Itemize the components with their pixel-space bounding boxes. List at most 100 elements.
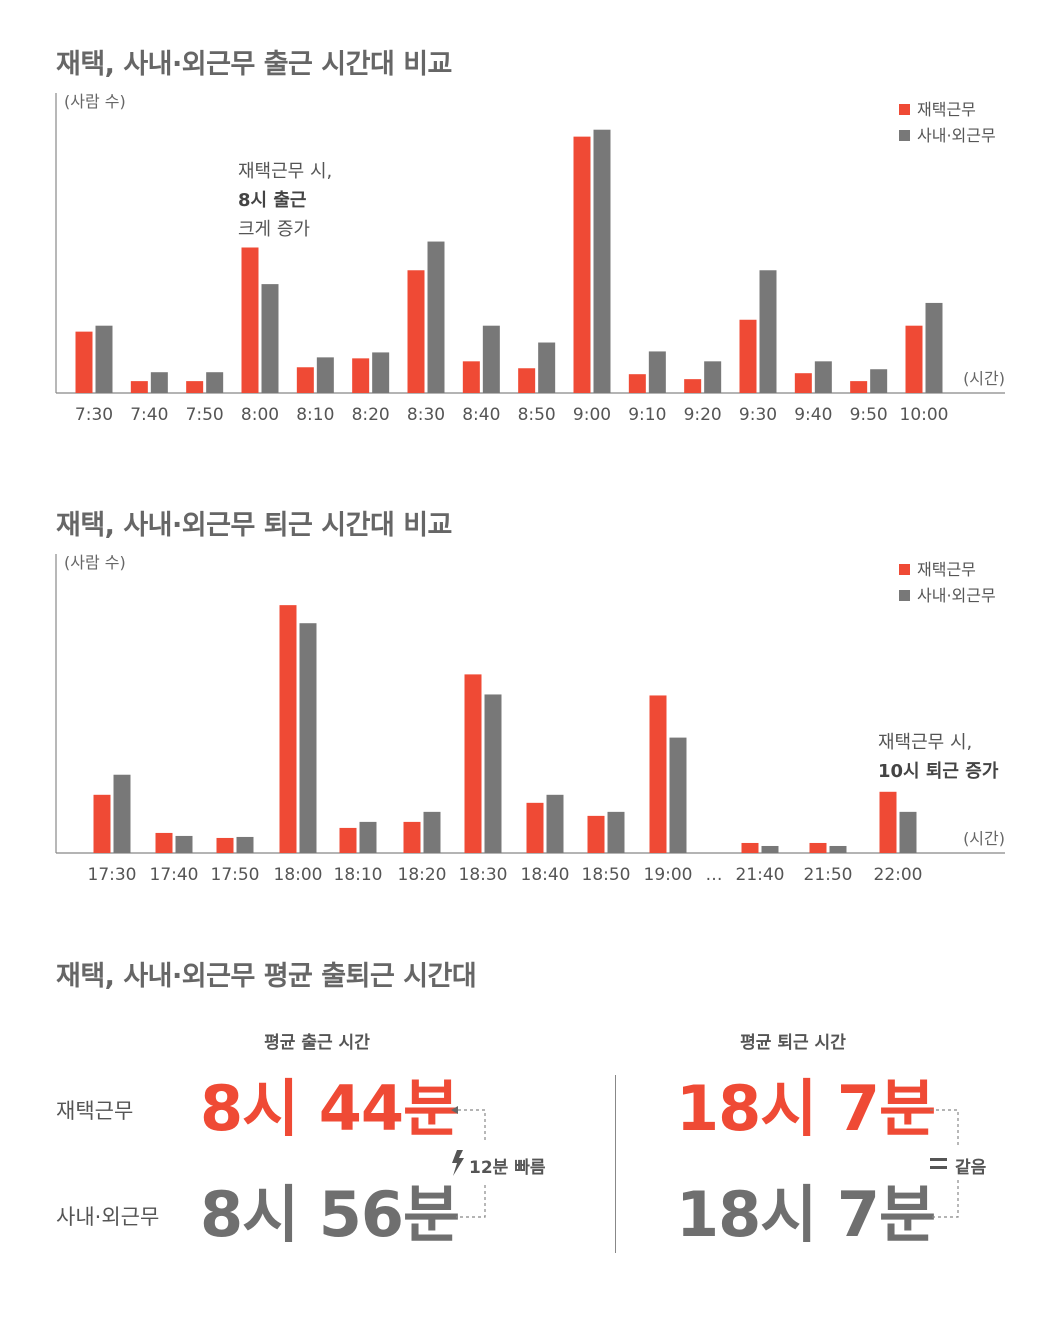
bar <box>829 845 847 853</box>
x-tick-label: 9:30 <box>739 405 777 425</box>
bar <box>316 357 334 393</box>
x-tick-label: 9:10 <box>628 405 666 425</box>
bar <box>75 331 93 393</box>
x-tick-label: 17:40 <box>150 865 199 885</box>
bar <box>186 381 204 393</box>
bar <box>407 270 425 393</box>
x-tick-label: … <box>706 865 723 885</box>
x-tick-label: 17:30 <box>88 865 137 885</box>
departure-time-office: 18시 7분 <box>676 1178 936 1251</box>
x-tick-label: 22:00 <box>874 865 923 885</box>
arrival-average-heading: 평균 출근 시간 <box>264 1033 370 1053</box>
annotation-line: 재택근무 시, <box>878 732 972 753</box>
bar <box>403 821 421 853</box>
bar <box>155 832 173 853</box>
arrow-left-icon <box>451 1106 458 1114</box>
x-tick-label: 8:20 <box>352 405 390 425</box>
bar <box>546 794 564 853</box>
bar <box>484 694 502 853</box>
x-tick-label: 8:10 <box>296 405 334 425</box>
bar <box>427 241 445 393</box>
arrival-difference-note: 12분 빠름 <box>469 1158 546 1178</box>
x-tick-label: 18:10 <box>334 865 383 885</box>
x-tick-label: 8:40 <box>462 405 500 425</box>
legend-swatch <box>899 590 910 601</box>
legend-label: 사내·외근무 <box>917 126 996 145</box>
summary-title: 재택, 사내·외근무 평균 출퇴근 시간대 <box>56 961 477 992</box>
bar <box>482 325 500 393</box>
x-tick-label: 21:50 <box>804 865 853 885</box>
bar <box>925 302 943 393</box>
bar <box>464 674 482 853</box>
y-axis-label: (사람 수) <box>64 92 126 111</box>
bar <box>175 835 193 853</box>
bar <box>669 737 687 853</box>
legend-label: 재택근무 <box>917 560 976 579</box>
bar <box>206 372 224 393</box>
legend-swatch <box>899 130 910 141</box>
x-tick-label: 9:00 <box>573 405 611 425</box>
bar <box>739 319 757 393</box>
annotation-line: 크게 증가 <box>238 219 310 240</box>
x-axis-label: (시간) <box>963 829 1005 848</box>
bar <box>607 811 625 853</box>
bar <box>704 361 722 393</box>
departure-average-heading: 평균 퇴근 시간 <box>740 1033 846 1053</box>
legend-label: 사내·외근무 <box>917 586 996 605</box>
arrival-time-office: 8시 56분 <box>200 1178 460 1251</box>
bar <box>93 794 111 853</box>
x-tick-label: 17:50 <box>211 865 260 885</box>
bar <box>299 623 317 853</box>
bar <box>261 284 279 393</box>
bar <box>518 368 536 393</box>
bar <box>761 845 779 853</box>
bar <box>279 605 297 853</box>
bar <box>236 836 254 853</box>
bar <box>359 821 377 853</box>
bar <box>423 811 441 853</box>
departure-difference-note: 같음 <box>955 1158 987 1178</box>
bar <box>150 372 168 393</box>
x-tick-label: 7:50 <box>186 405 224 425</box>
equals-icon <box>930 1158 947 1161</box>
x-axis-label: (시간) <box>963 369 1005 388</box>
bar <box>814 361 832 393</box>
x-tick-label: 8:30 <box>407 405 445 425</box>
bar <box>899 811 917 853</box>
legend-swatch <box>899 104 910 115</box>
bar <box>538 342 556 393</box>
annotation-line: 재택근무 시, <box>238 161 332 182</box>
x-tick-label: 7:30 <box>75 405 113 425</box>
bar <box>587 815 605 853</box>
x-tick-label: 18:40 <box>521 865 570 885</box>
bar <box>573 136 591 393</box>
bar <box>241 247 259 393</box>
annotation-line: 8시 출근 <box>238 190 306 211</box>
departure-chart-title: 재택, 사내·외근무 퇴근 시간대 비교 <box>56 510 452 541</box>
bar <box>462 361 480 393</box>
arrival-time-remote: 8시 44분 <box>200 1072 460 1145</box>
departure-time-remote: 18시 7분 <box>676 1072 936 1145</box>
legend-swatch <box>899 564 910 575</box>
annotation-line: 10시 퇴근 증가 <box>878 761 999 782</box>
x-tick-label: 8:00 <box>241 405 279 425</box>
bar <box>593 129 611 393</box>
lightning-icon <box>452 1150 464 1176</box>
x-tick-label: 19:00 <box>644 865 693 885</box>
bar <box>649 695 667 853</box>
arrival-chart-title: 재택, 사내·외근무 출근 시간대 비교 <box>56 49 452 80</box>
bar <box>372 352 390 393</box>
x-tick-label: 10:00 <box>900 405 949 425</box>
bar <box>809 842 827 853</box>
bar <box>628 374 646 393</box>
summary-divider <box>615 1075 616 1253</box>
bar <box>870 369 888 393</box>
row-label-office: 사내·외근무 <box>56 1205 160 1229</box>
bar <box>684 379 702 393</box>
bar <box>339 827 357 853</box>
x-tick-label: 8:50 <box>518 405 556 425</box>
bar <box>130 381 148 393</box>
